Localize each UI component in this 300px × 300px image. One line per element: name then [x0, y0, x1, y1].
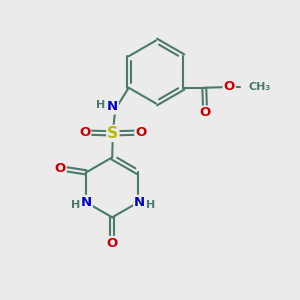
Text: N: N	[134, 196, 145, 209]
Text: O: O	[79, 126, 90, 139]
Text: H: H	[96, 100, 105, 110]
Text: H: H	[146, 200, 155, 210]
Text: N: N	[107, 100, 118, 113]
Text: O: O	[106, 237, 118, 250]
Text: O: O	[55, 162, 66, 175]
Text: H: H	[71, 200, 80, 210]
Text: O: O	[199, 106, 211, 119]
Text: O: O	[135, 126, 147, 139]
Text: N: N	[81, 196, 92, 209]
Text: S: S	[107, 126, 118, 141]
Text: CH₃: CH₃	[249, 82, 271, 92]
Text: O: O	[224, 80, 235, 93]
